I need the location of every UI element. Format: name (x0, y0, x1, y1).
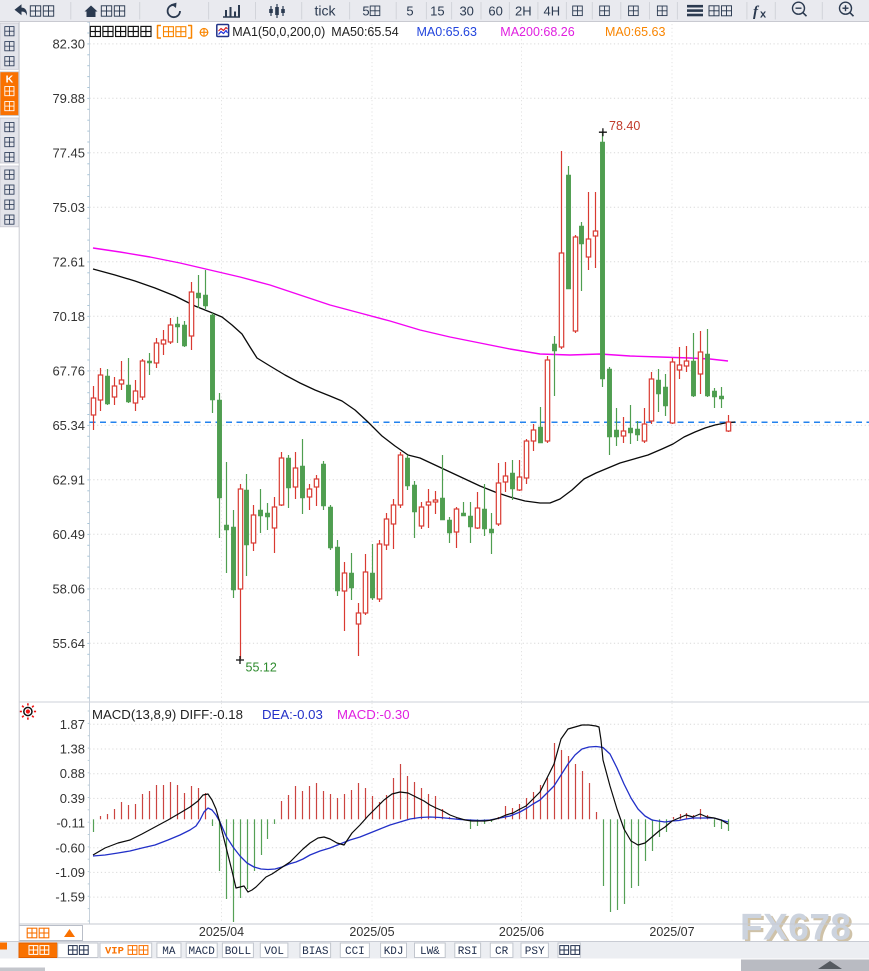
svg-text:2025/07: 2025/07 (649, 925, 694, 939)
svg-text:LW&: LW& (420, 946, 440, 958)
svg-text:30: 30 (459, 4, 473, 19)
svg-text:79.88: 79.88 (52, 91, 85, 106)
svg-text:77.45: 77.45 (52, 145, 85, 160)
svg-text:KDJ: KDJ (384, 946, 404, 958)
svg-text:BOLL: BOLL (225, 946, 251, 958)
svg-text:MA200:68.26: MA200:68.26 (500, 25, 574, 39)
svg-text:PSY: PSY (525, 946, 545, 958)
svg-text:tick: tick (315, 3, 337, 19)
svg-text:4H: 4H (543, 4, 560, 19)
svg-text:MACD: MACD (188, 946, 215, 958)
svg-text:58.06: 58.06 (52, 581, 85, 596)
svg-text:-0.11: -0.11 (56, 816, 85, 831)
svg-text:MACD(13,8,9) DIFF:-0.18: MACD(13,8,9) DIFF:-0.18 (92, 707, 243, 722)
svg-text:2H: 2H (515, 4, 532, 19)
svg-text:MA1(50,0,200,0): MA1(50,0,200,0) (232, 25, 325, 39)
svg-text:1.87: 1.87 (60, 717, 85, 732)
svg-text:BIAS: BIAS (302, 946, 329, 958)
svg-text:72.61: 72.61 (52, 254, 85, 269)
svg-text:x: x (760, 9, 767, 21)
svg-text:5: 5 (406, 4, 413, 19)
svg-text:67.76: 67.76 (52, 363, 85, 378)
svg-text:VIP: VIP (105, 946, 124, 958)
svg-text:78.40: 78.40 (609, 119, 640, 133)
svg-text:60: 60 (488, 4, 502, 19)
svg-text:-0.60: -0.60 (55, 840, 85, 855)
svg-text:CR: CR (495, 946, 509, 958)
svg-text:70.18: 70.18 (52, 309, 85, 324)
svg-text:MACD:-0.30: MACD:-0.30 (337, 707, 410, 722)
svg-text:K: K (6, 74, 14, 86)
svg-text:f: f (753, 4, 760, 20)
svg-text:2025/05: 2025/05 (349, 925, 394, 939)
svg-text:RSI: RSI (458, 946, 478, 958)
svg-text:75.03: 75.03 (52, 200, 85, 215)
svg-text:DEA:-0.03: DEA:-0.03 (262, 707, 323, 722)
svg-text:62.91: 62.91 (52, 472, 85, 487)
svg-text:82.30: 82.30 (52, 36, 85, 51)
svg-text:55.12: 55.12 (246, 661, 277, 675)
svg-text:15: 15 (430, 4, 444, 19)
svg-text:MA0:65.63: MA0:65.63 (417, 25, 478, 39)
svg-text:1.38: 1.38 (60, 742, 85, 757)
svg-text:2025/04: 2025/04 (199, 925, 244, 939)
svg-text:MA0:65.63: MA0:65.63 (605, 25, 666, 39)
svg-text:60.49: 60.49 (52, 527, 85, 542)
svg-text:2025/06: 2025/06 (499, 925, 544, 939)
svg-text:65.34: 65.34 (52, 418, 85, 433)
svg-text:CCI: CCI (345, 946, 365, 958)
svg-text:FX678: FX678 (740, 907, 852, 948)
svg-text:VOL: VOL (264, 946, 284, 958)
svg-text:-1.59: -1.59 (55, 890, 85, 905)
svg-text:55.64: 55.64 (52, 636, 85, 651)
svg-text:0.88: 0.88 (60, 766, 85, 781)
svg-text:5: 5 (362, 4, 369, 19)
svg-text:-1.09: -1.09 (55, 865, 85, 880)
svg-text:0.39: 0.39 (60, 791, 85, 806)
svg-text:MA: MA (162, 946, 176, 958)
svg-text:MA50:65.54: MA50:65.54 (331, 25, 398, 39)
